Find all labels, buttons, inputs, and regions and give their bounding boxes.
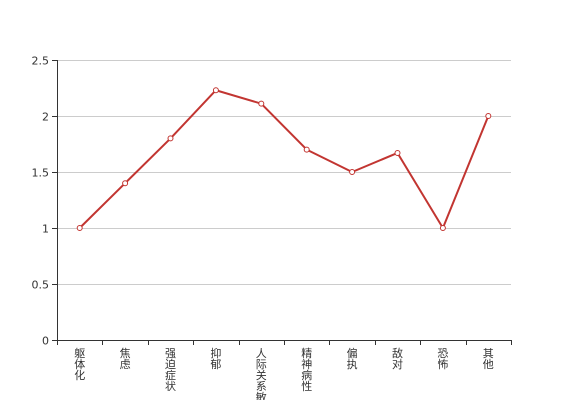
y-tick-label: 2 [42,111,49,124]
x-category-label: 躯体化 [74,347,85,382]
series-group [76,87,492,231]
data-point[interactable] [212,87,219,94]
data-point[interactable] [167,135,174,142]
data-point[interactable] [485,113,492,119]
x-category-label: 其他 [483,347,494,371]
y-tick-label: 1 [42,223,49,236]
data-point[interactable] [394,149,401,156]
y-axis: 0 0.5 1 1.5 2 2.5 [32,55,58,348]
data-point[interactable] [439,225,446,231]
data-point[interactable] [122,180,129,187]
gridlines [57,60,511,285]
x-category-label: 人际关系敏感 [256,347,267,400]
data-point[interactable] [76,225,83,231]
y-tick-label: 0.5 [32,279,50,292]
x-axis: 躯体化 焦虑 强迫症状 抑郁 人际关系敏感 精神病性 偏执 敌对 恐怖 其他 [57,340,512,400]
x-category-label: 敌对 [392,346,403,371]
y-tick-label: 2.5 [32,55,50,68]
x-category-label: 抑郁 [210,346,221,371]
data-point[interactable] [303,146,310,153]
data-point[interactable] [258,100,265,107]
x-category-label: 恐怖 [437,347,448,371]
y-tick-label: 1.5 [32,167,50,180]
y-tick-label: 0 [42,335,49,348]
series-line [78,89,490,229]
x-category-label: 精神病性 [301,347,312,393]
x-category-label: 强迫症状 [165,347,176,393]
data-point[interactable] [349,169,356,175]
x-category-label: 焦虑 [120,347,131,371]
x-category-label: 偏执 [347,346,358,371]
